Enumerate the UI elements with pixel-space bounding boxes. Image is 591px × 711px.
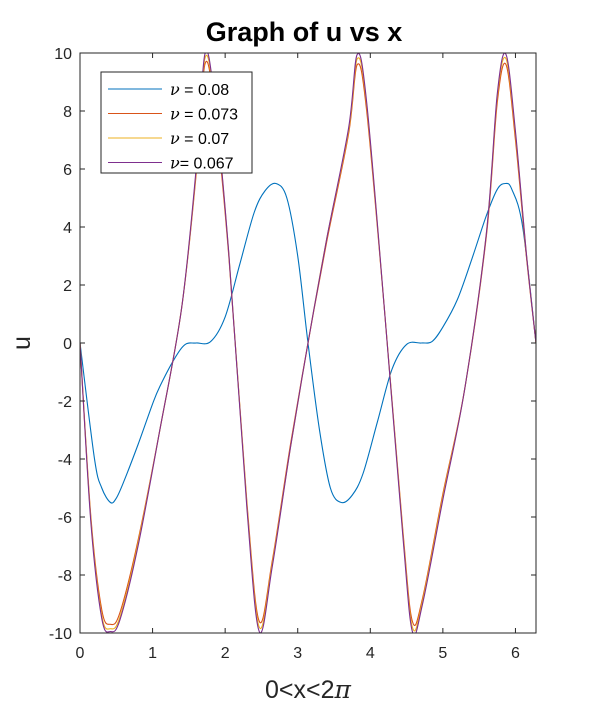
x-tick-label: 6 <box>511 645 520 662</box>
legend-label-2: ν = 0.073 <box>170 105 238 124</box>
legend-label-3: ν = 0.07 <box>170 129 229 148</box>
y-tick-label: 6 <box>63 162 72 179</box>
y-tick-label: 2 <box>63 278 72 295</box>
y-tick-label: -8 <box>58 568 72 585</box>
y-axis-label: u <box>8 336 36 350</box>
ticks-layer: 0 1 2 3 4 5 6 -10 -8 -6 -4 -2 0 2 4 6 8 10 <box>49 46 536 662</box>
x-axis-label: 0<x<2π <box>265 675 352 704</box>
y-tick-label: -6 <box>58 510 72 527</box>
legend-label-4: ν= 0.067 <box>170 154 234 173</box>
chart-title: Graph of u vs x <box>206 17 403 47</box>
y-tick-label: 8 <box>63 104 72 121</box>
x-tick-label: 4 <box>366 645 375 662</box>
series-line-4 <box>80 53 536 633</box>
legend: ν = 0.08 ν = 0.073 ν = 0.07 ν= 0.067 <box>100 71 253 174</box>
y-tick-label: -10 <box>49 626 72 643</box>
y-tick-label: 10 <box>54 46 72 63</box>
x-axis-label-symbol: π <box>334 675 352 704</box>
series-layer <box>80 53 536 633</box>
series-line-1 <box>80 182 536 504</box>
x-axis-label-text: 0<x<2 <box>265 676 335 704</box>
x-tick-label: 2 <box>221 645 230 662</box>
legend-label-1: ν = 0.08 <box>170 80 229 99</box>
y-tick-label: -2 <box>58 394 72 411</box>
y-tick-label: 4 <box>63 220 72 237</box>
x-tick-label: 3 <box>293 645 302 662</box>
x-tick-label: 5 <box>438 645 447 662</box>
y-tick-label: -4 <box>58 452 72 469</box>
x-tick-label: 0 <box>76 645 85 662</box>
x-tick-label: 1 <box>148 645 157 662</box>
y-tick-label: 0 <box>63 336 72 353</box>
